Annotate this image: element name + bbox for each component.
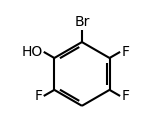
Text: F: F: [121, 89, 129, 103]
Text: F: F: [121, 45, 129, 59]
Text: HO: HO: [21, 45, 43, 59]
Text: F: F: [35, 89, 43, 103]
Text: Br: Br: [74, 15, 90, 29]
